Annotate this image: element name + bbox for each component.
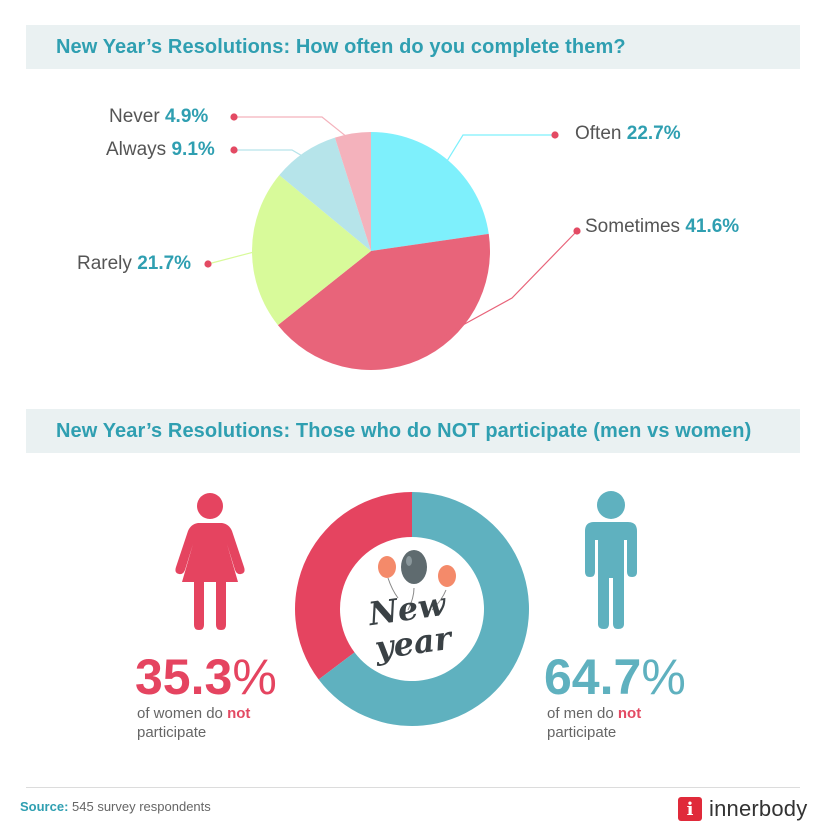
leader-dot-sometimes bbox=[573, 227, 581, 235]
pie-label-rarely-value: 21.7% bbox=[137, 253, 192, 274]
leader-dot-rarely bbox=[204, 260, 212, 268]
leader-line-sometimes bbox=[414, 230, 578, 353]
pie-slice-never bbox=[334, 132, 371, 251]
donut-chart bbox=[295, 492, 530, 726]
source-label: Source: bbox=[20, 799, 69, 814]
pie-label-always: Always 9.1% bbox=[106, 139, 215, 161]
men-caption-line2: participate bbox=[547, 724, 617, 741]
donut-segment-men bbox=[318, 492, 530, 726]
leader-line-always bbox=[234, 149, 311, 161]
leader-dot-always bbox=[230, 146, 238, 154]
pie-label-often: Often 22.7% bbox=[575, 123, 681, 145]
innerbody-logo[interactable]: i innerbody bbox=[678, 796, 807, 822]
woman-icon bbox=[175, 493, 245, 630]
pie-label-rarely: Rarely 21.7% bbox=[77, 253, 191, 275]
women-caption-line2: participate bbox=[137, 724, 207, 741]
pie-chart-title: New Year’s Resolutions: How often do you… bbox=[26, 25, 800, 69]
women-percent: 35.3% bbox=[135, 652, 277, 702]
men-caption-pre: of men do bbox=[547, 705, 618, 722]
pie-label-sometimes-value: 41.6% bbox=[685, 216, 740, 237]
pie-label-always-value: 9.1% bbox=[171, 139, 215, 160]
leader-line-never bbox=[234, 116, 355, 144]
leader-line-often bbox=[442, 134, 555, 169]
pie-leader-lines bbox=[204, 113, 581, 353]
leader-line-rarely bbox=[207, 249, 262, 265]
leader-dot-never bbox=[230, 113, 238, 121]
pie-label-never-value: 4.9% bbox=[164, 106, 209, 127]
pie-label-never: Never 4.9% bbox=[109, 106, 208, 128]
men-percent-number: 64.7 bbox=[544, 649, 642, 705]
men-percent: 64.7% bbox=[544, 652, 686, 702]
women-caption: of women do not participate bbox=[137, 704, 250, 742]
men-caption-not: not bbox=[617, 705, 642, 722]
pie-slice-sometimes bbox=[277, 233, 490, 370]
pie-label-sometimes-name: Sometimes bbox=[585, 216, 681, 237]
footer-divider bbox=[26, 787, 800, 788]
pie-chart bbox=[252, 132, 490, 370]
pie-slice-always bbox=[279, 137, 371, 251]
men-percent-sign: % bbox=[641, 649, 686, 705]
man-icon bbox=[585, 491, 637, 629]
pie-label-always-name: Always bbox=[106, 139, 167, 160]
pie-label-often-name: Often bbox=[575, 123, 622, 144]
donut-chart-title: New Year’s Resolutions: Those who do NOT… bbox=[26, 409, 800, 453]
innerbody-logo-icon: i bbox=[678, 797, 702, 821]
donut-segment-women bbox=[295, 492, 412, 680]
women-percent-number: 35.3 bbox=[135, 649, 233, 705]
pie-label-rarely-name: Rarely bbox=[77, 253, 132, 274]
pie-label-often-value: 22.7% bbox=[626, 123, 681, 144]
innerbody-wordmark: innerbody bbox=[709, 796, 808, 821]
pie-slice-rarely bbox=[252, 175, 371, 326]
pie-label-sometimes: Sometimes 41.6% bbox=[585, 216, 739, 238]
new-year-text: New year bbox=[352, 585, 462, 667]
pie-slice-often bbox=[371, 132, 489, 251]
pie-label-never-name: Never bbox=[109, 106, 160, 127]
women-percent-sign: % bbox=[232, 649, 277, 705]
balloons-icon bbox=[378, 550, 456, 611]
source-text: 545 survey respondents bbox=[68, 799, 211, 814]
leader-dot-often bbox=[551, 131, 559, 139]
women-caption-not: not bbox=[227, 705, 251, 722]
women-caption-pre: of women do bbox=[137, 705, 228, 722]
source-note: Source: 545 survey respondents bbox=[20, 799, 211, 814]
men-caption: of men do not participate bbox=[547, 704, 641, 742]
